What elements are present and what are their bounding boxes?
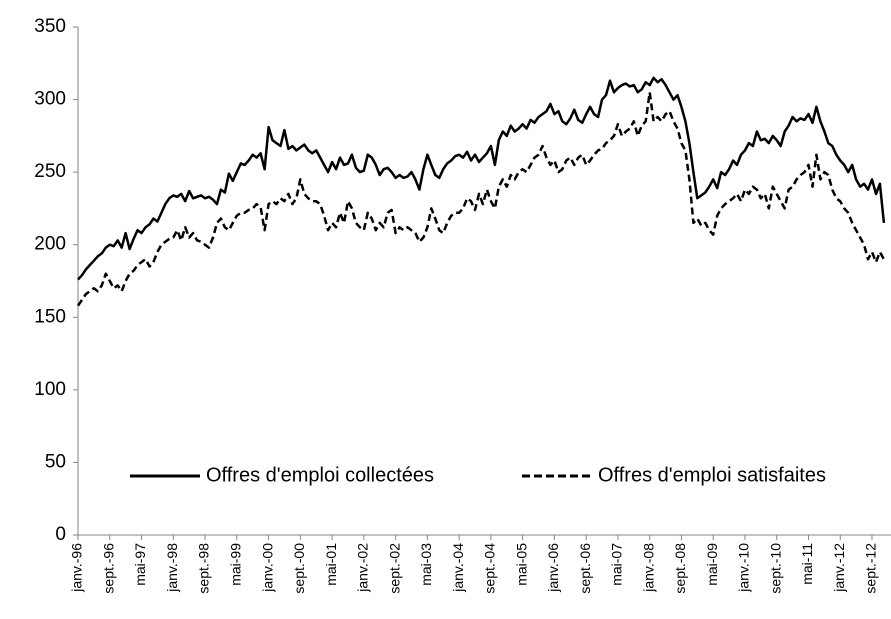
y-tick-label: 100 [34, 379, 66, 400]
x-tick-label: mai-09 [704, 543, 720, 586]
legend-label: Offres d'emploi satisfaites [598, 464, 826, 486]
y-tick-label: 350 [34, 16, 66, 37]
x-tick-label: janv.-02 [355, 543, 371, 593]
x-tick-label: mai-07 [609, 543, 625, 586]
x-tick-label: mai-99 [228, 543, 244, 586]
x-tick-label: janv.-06 [545, 543, 561, 593]
x-tick-label: sept.-04 [482, 543, 498, 594]
y-tick-label: 300 [34, 89, 66, 110]
data-line [77, 76, 886, 281]
y-tick-label: 200 [34, 234, 66, 255]
y-tick-label: 0 [55, 524, 66, 545]
x-tick-label: sept.-02 [386, 543, 402, 594]
x-tick-label: sept.-12 [863, 543, 879, 594]
x-tick-label: sept.-96 [100, 543, 116, 594]
x-tick-label: sept.-10 [767, 543, 783, 594]
legend-label: Offres d'emploi collectées [206, 464, 434, 486]
x-tick-label: mai-03 [418, 543, 434, 586]
x-tick-label: sept.-00 [291, 543, 307, 594]
x-tick-label: janv.-08 [640, 543, 656, 593]
x-tick-label: janv.-00 [259, 543, 275, 593]
x-tick-label: sept.-06 [577, 543, 593, 594]
data-line [76, 91, 885, 307]
y-tick-label: 150 [34, 306, 66, 327]
y-tick-label: 250 [34, 161, 66, 182]
x-tick-label: mai-05 [513, 543, 529, 586]
x-tick-label: janv.-10 [736, 543, 752, 593]
x-tick-label: janv.-04 [450, 543, 466, 593]
y-tick-label: 50 [45, 451, 66, 472]
x-tick-label: mai-11 [799, 543, 815, 585]
x-tick-label: mai-01 [323, 543, 339, 586]
x-tick-label: janv.-98 [164, 543, 180, 593]
x-tick-label: sept.-08 [672, 543, 688, 594]
x-tick-label: mai-97 [132, 543, 148, 586]
x-tick-label: sept.-98 [196, 543, 212, 594]
x-tick-label: janv.-12 [831, 543, 847, 593]
x-tick-label: janv.-96 [69, 543, 85, 593]
